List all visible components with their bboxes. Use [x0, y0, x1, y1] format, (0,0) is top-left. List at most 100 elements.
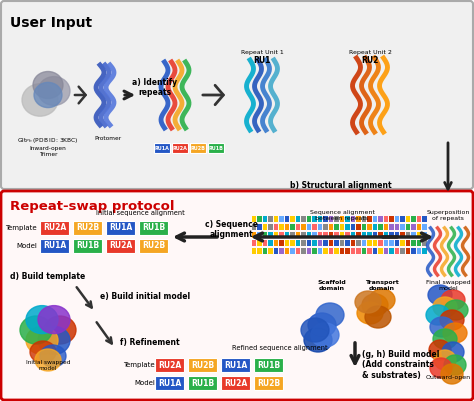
Text: Template: Template	[5, 225, 37, 231]
Bar	[318, 240, 322, 246]
Text: RU2A: RU2A	[158, 360, 182, 369]
Ellipse shape	[443, 323, 467, 343]
Bar	[323, 240, 328, 246]
Ellipse shape	[33, 71, 63, 99]
Text: Repeat Unit 1: Repeat Unit 1	[241, 50, 283, 55]
Bar	[285, 248, 290, 254]
Ellipse shape	[316, 303, 344, 327]
Bar	[373, 224, 377, 230]
FancyBboxPatch shape	[1, 191, 473, 400]
Text: b) Structural alignment: b) Structural alignment	[290, 181, 392, 190]
Bar	[323, 216, 328, 222]
Bar	[107, 239, 136, 253]
Bar	[274, 232, 279, 238]
Bar	[274, 216, 279, 222]
Bar	[190, 143, 206, 153]
Bar	[367, 248, 372, 254]
Bar	[395, 232, 400, 238]
Bar	[351, 248, 356, 254]
Text: Superposition
of repeats: Superposition of repeats	[426, 210, 470, 221]
Text: Template: Template	[123, 362, 155, 368]
Text: RU2A: RU2A	[173, 146, 187, 150]
Bar	[252, 224, 256, 230]
Bar	[411, 248, 416, 254]
Bar	[356, 232, 361, 238]
Text: RU1B: RU1B	[257, 360, 281, 369]
Text: a) Identify
repeats: a) Identify repeats	[132, 78, 178, 97]
Ellipse shape	[20, 316, 52, 344]
Bar	[373, 240, 377, 246]
Bar	[257, 224, 262, 230]
Bar	[155, 376, 184, 390]
Bar	[268, 224, 273, 230]
Ellipse shape	[430, 317, 454, 337]
Ellipse shape	[26, 306, 58, 334]
Bar	[406, 216, 410, 222]
Bar	[422, 232, 427, 238]
Bar	[346, 216, 350, 222]
Bar	[291, 240, 295, 246]
Text: RU1B: RU1B	[143, 223, 165, 233]
Text: RU1B: RU1B	[209, 146, 223, 150]
Bar	[351, 240, 356, 246]
Bar	[411, 240, 416, 246]
Bar	[379, 248, 383, 254]
Bar	[373, 248, 377, 254]
Text: RU2B: RU2B	[143, 241, 165, 251]
Bar	[312, 240, 317, 246]
Ellipse shape	[311, 323, 339, 347]
Bar	[307, 240, 311, 246]
Bar	[73, 221, 102, 235]
Ellipse shape	[38, 77, 70, 105]
Text: RU2B: RU2B	[191, 360, 215, 369]
Bar	[172, 143, 188, 153]
Text: RU1B: RU1B	[191, 379, 215, 387]
Ellipse shape	[38, 306, 70, 334]
Ellipse shape	[430, 358, 452, 378]
Bar	[189, 376, 218, 390]
Bar	[257, 240, 262, 246]
Bar	[280, 240, 284, 246]
Bar	[379, 216, 383, 222]
Bar	[296, 232, 301, 238]
Text: RU1: RU1	[253, 56, 271, 65]
Bar	[346, 240, 350, 246]
Bar	[340, 224, 345, 230]
Text: Initial swapped
model: Initial swapped model	[26, 360, 70, 371]
Bar	[406, 224, 410, 230]
Bar	[301, 224, 306, 230]
Bar	[335, 248, 339, 254]
Ellipse shape	[444, 355, 466, 375]
Bar	[280, 232, 284, 238]
Bar	[379, 232, 383, 238]
Bar	[263, 248, 267, 254]
Text: RU2A: RU2A	[44, 223, 67, 233]
Bar	[307, 248, 311, 254]
Bar	[280, 248, 284, 254]
Ellipse shape	[355, 291, 381, 313]
Bar	[291, 216, 295, 222]
Bar	[291, 248, 295, 254]
Bar	[335, 224, 339, 230]
Bar	[329, 216, 334, 222]
Bar	[268, 232, 273, 238]
Bar	[296, 248, 301, 254]
Bar	[285, 224, 290, 230]
Bar	[367, 216, 372, 222]
Bar	[384, 248, 389, 254]
Bar	[362, 248, 366, 254]
Bar	[139, 239, 168, 253]
Text: Model: Model	[16, 243, 37, 249]
Bar	[401, 216, 405, 222]
Bar	[356, 240, 361, 246]
Text: RU2B: RU2B	[257, 379, 281, 387]
Bar	[406, 240, 410, 246]
Bar	[379, 240, 383, 246]
Bar	[252, 248, 256, 254]
Bar	[384, 216, 389, 222]
Bar	[263, 224, 267, 230]
Ellipse shape	[34, 82, 62, 107]
Bar	[307, 216, 311, 222]
Bar	[296, 216, 301, 222]
Bar	[362, 216, 366, 222]
